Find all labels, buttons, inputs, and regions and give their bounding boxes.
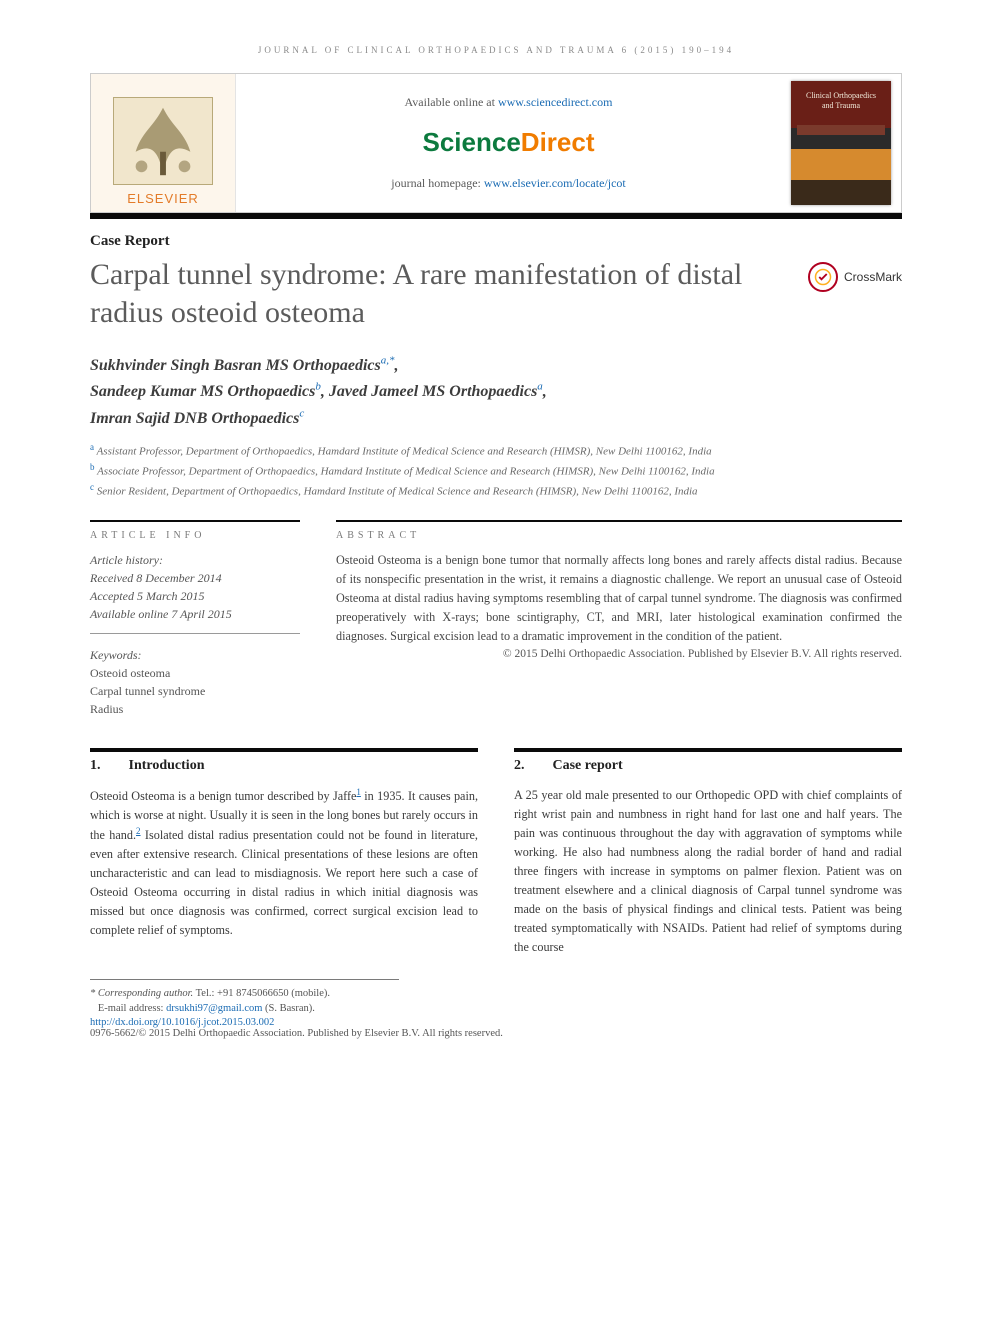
article-type: Case Report bbox=[90, 233, 902, 250]
author-1-sup: a,* bbox=[381, 355, 395, 367]
footer-copyright: 0976-5662/© 2015 Delhi Orthopaedic Assoc… bbox=[90, 1028, 902, 1039]
publisher-logo-area: ELSEVIER bbox=[91, 74, 236, 212]
keywords-block: Keywords: Osteoid osteoma Carpal tunnel … bbox=[90, 646, 300, 718]
doi-line: http://dx.doi.org/10.1016/j.jcot.2015.03… bbox=[90, 1017, 902, 1028]
affiliation-c: c Senior Resident, Department of Orthopa… bbox=[90, 481, 902, 501]
available-online-line: Available online at www.sciencedirect.co… bbox=[405, 95, 613, 110]
keyword-2: Carpal tunnel syndrome bbox=[90, 682, 300, 700]
corr-tel: Tel.: +91 8745066650 (mobile). bbox=[193, 988, 330, 999]
corr-label: * Corresponding author. bbox=[90, 988, 193, 999]
article-history: Article history: Received 8 December 201… bbox=[90, 551, 300, 634]
author-3-sup: a bbox=[537, 381, 543, 393]
history-received: Received 8 December 2014 bbox=[90, 569, 300, 587]
email-paren: (S. Basran). bbox=[262, 1003, 315, 1014]
email-line: E-mail address: drsukhi97@gmail.com (S. … bbox=[90, 1001, 902, 1017]
journal-cover-area: Clinical Orthopaedics and Trauma bbox=[781, 74, 901, 212]
info-rule bbox=[90, 520, 300, 522]
email-label: E-mail address: bbox=[98, 1003, 166, 1014]
article-info-label: article info bbox=[90, 530, 300, 541]
author-2: Sandeep Kumar MS Orthopaedicsb bbox=[90, 383, 321, 400]
title-row: Carpal tunnel syndrome: A rare manifesta… bbox=[90, 256, 902, 331]
article-title: Carpal tunnel syndrome: A rare manifesta… bbox=[90, 256, 788, 331]
abstract-text: Osteoid Osteoma is a benign bone tumor t… bbox=[336, 551, 902, 646]
intro-paragraph: Osteoid Osteoma is a benign tumor descri… bbox=[90, 786, 478, 939]
case-title: Case report bbox=[553, 758, 623, 774]
journal-homepage-line: journal homepage: www.elsevier.com/locat… bbox=[391, 176, 625, 191]
cover-title-line2: and Trauma bbox=[822, 101, 860, 110]
heading-case-report: 2. Case report bbox=[514, 758, 902, 774]
running-head: journal of clinical orthopaedics and tra… bbox=[90, 45, 902, 55]
journal-homepage-link[interactable]: www.elsevier.com/locate/jcot bbox=[484, 176, 626, 190]
corresponding-author-note: * Corresponding author. Tel.: +91 874506… bbox=[90, 986, 902, 1002]
intro-text-c: Isolated distal radius presentation coul… bbox=[90, 828, 478, 937]
elsevier-wordmark: ELSEVIER bbox=[127, 191, 199, 206]
aff-b-text: Associate Professor, Department of Ortho… bbox=[97, 466, 715, 478]
cover-title: Clinical Orthopaedics and Trauma bbox=[791, 91, 891, 110]
aff-c-text: Senior Resident, Department of Orthopaed… bbox=[97, 485, 698, 497]
aff-a-sup: a bbox=[90, 442, 94, 452]
crossmark-icon bbox=[808, 262, 838, 292]
available-prefix: Available online at bbox=[405, 95, 498, 109]
author-4-name: Imran Sajid DNB Orthopaedics bbox=[90, 410, 299, 427]
authors: Sukhvinder Singh Basran MS Orthopaedicsa… bbox=[90, 353, 902, 431]
info-abstract-row: article info Article history: Received 8… bbox=[90, 520, 902, 718]
journal-cover-thumbnail: Clinical Orthopaedics and Trauma bbox=[791, 81, 891, 205]
history-head: Article history: bbox=[90, 551, 300, 569]
affiliation-a: a Assistant Professor, Department of Ort… bbox=[90, 441, 902, 461]
aff-a-text: Assistant Professor, Department of Ortho… bbox=[97, 446, 712, 458]
intro-text-a: Osteoid Osteoma is a benign tumor descri… bbox=[90, 790, 356, 804]
page: journal of clinical orthopaedics and tra… bbox=[0, 0, 992, 1069]
case-num: 2. bbox=[514, 758, 525, 774]
author-3: Javed Jameel MS Orthopaedicsa bbox=[329, 383, 543, 400]
cover-strip bbox=[797, 125, 885, 135]
intro-rule bbox=[90, 748, 478, 752]
case-rule bbox=[514, 748, 902, 752]
affiliation-b: b Associate Professor, Department of Ort… bbox=[90, 461, 902, 481]
abstract-column: abstract Osteoid Osteoma is a benign bon… bbox=[336, 520, 902, 718]
abstract-label: abstract bbox=[336, 530, 902, 541]
intro-num: 1. bbox=[90, 758, 101, 774]
abstract-rule bbox=[336, 520, 902, 522]
author-email-link[interactable]: drsukhi97@gmail.com bbox=[166, 1003, 262, 1014]
author-1-name: Sukhvinder Singh Basran MS Orthopaedics bbox=[90, 357, 381, 374]
sd-logo-word-b: Direct bbox=[521, 127, 595, 157]
history-accepted: Accepted 5 March 2015 bbox=[90, 587, 300, 605]
masthead: ELSEVIER Available online at www.science… bbox=[90, 73, 902, 213]
masthead-center: Available online at www.sciencedirect.co… bbox=[236, 74, 781, 212]
crossmark-label: CrossMark bbox=[844, 270, 902, 284]
history-online: Available online 7 April 2015 bbox=[90, 605, 300, 623]
article-info-column: article info Article history: Received 8… bbox=[90, 520, 300, 718]
author-4-sup: c bbox=[299, 407, 304, 419]
body-columns: 1. Introduction Osteoid Osteoma is a ben… bbox=[90, 748, 902, 956]
keywords-head: Keywords: bbox=[90, 646, 300, 664]
affiliations: a Assistant Professor, Department of Ort… bbox=[90, 441, 902, 500]
homepage-prefix: journal homepage: bbox=[391, 176, 484, 190]
masthead-rule bbox=[90, 213, 902, 219]
abstract-copyright: © 2015 Delhi Orthopaedic Association. Pu… bbox=[336, 648, 902, 660]
author-1: Sukhvinder Singh Basran MS Orthopaedicsa… bbox=[90, 357, 395, 374]
sciencedirect-link[interactable]: www.sciencedirect.com bbox=[498, 95, 613, 109]
sciencedirect-logo: ScienceDirect bbox=[423, 127, 595, 158]
body-col-left: 1. Introduction Osteoid Osteoma is a ben… bbox=[90, 748, 478, 956]
heading-introduction: 1. Introduction bbox=[90, 758, 478, 774]
cover-title-line1: Clinical Orthopaedics bbox=[806, 91, 876, 100]
keyword-3: Radius bbox=[90, 700, 300, 718]
body-col-right: 2. Case report A 25 year old male presen… bbox=[514, 748, 902, 956]
doi-link[interactable]: http://dx.doi.org/10.1016/j.jcot.2015.03… bbox=[90, 1017, 274, 1028]
aff-c-sup: c bbox=[90, 482, 94, 492]
sd-logo-word-a: Science bbox=[423, 127, 521, 157]
author-3-name: Javed Jameel MS Orthopaedics bbox=[329, 383, 537, 400]
author-4: Imran Sajid DNB Orthopaedicsc bbox=[90, 410, 304, 427]
elsevier-tree-icon bbox=[113, 97, 213, 185]
case-paragraph: A 25 year old male presented to our Orth… bbox=[514, 786, 902, 956]
author-2-sup: b bbox=[315, 381, 321, 393]
crossmark-widget[interactable]: CrossMark bbox=[808, 262, 902, 292]
aff-b-sup: b bbox=[90, 462, 95, 472]
keyword-1: Osteoid osteoma bbox=[90, 664, 300, 682]
author-2-name: Sandeep Kumar MS Orthopaedics bbox=[90, 383, 315, 400]
intro-title: Introduction bbox=[129, 758, 205, 774]
footnotes-rule-area bbox=[90, 979, 399, 986]
